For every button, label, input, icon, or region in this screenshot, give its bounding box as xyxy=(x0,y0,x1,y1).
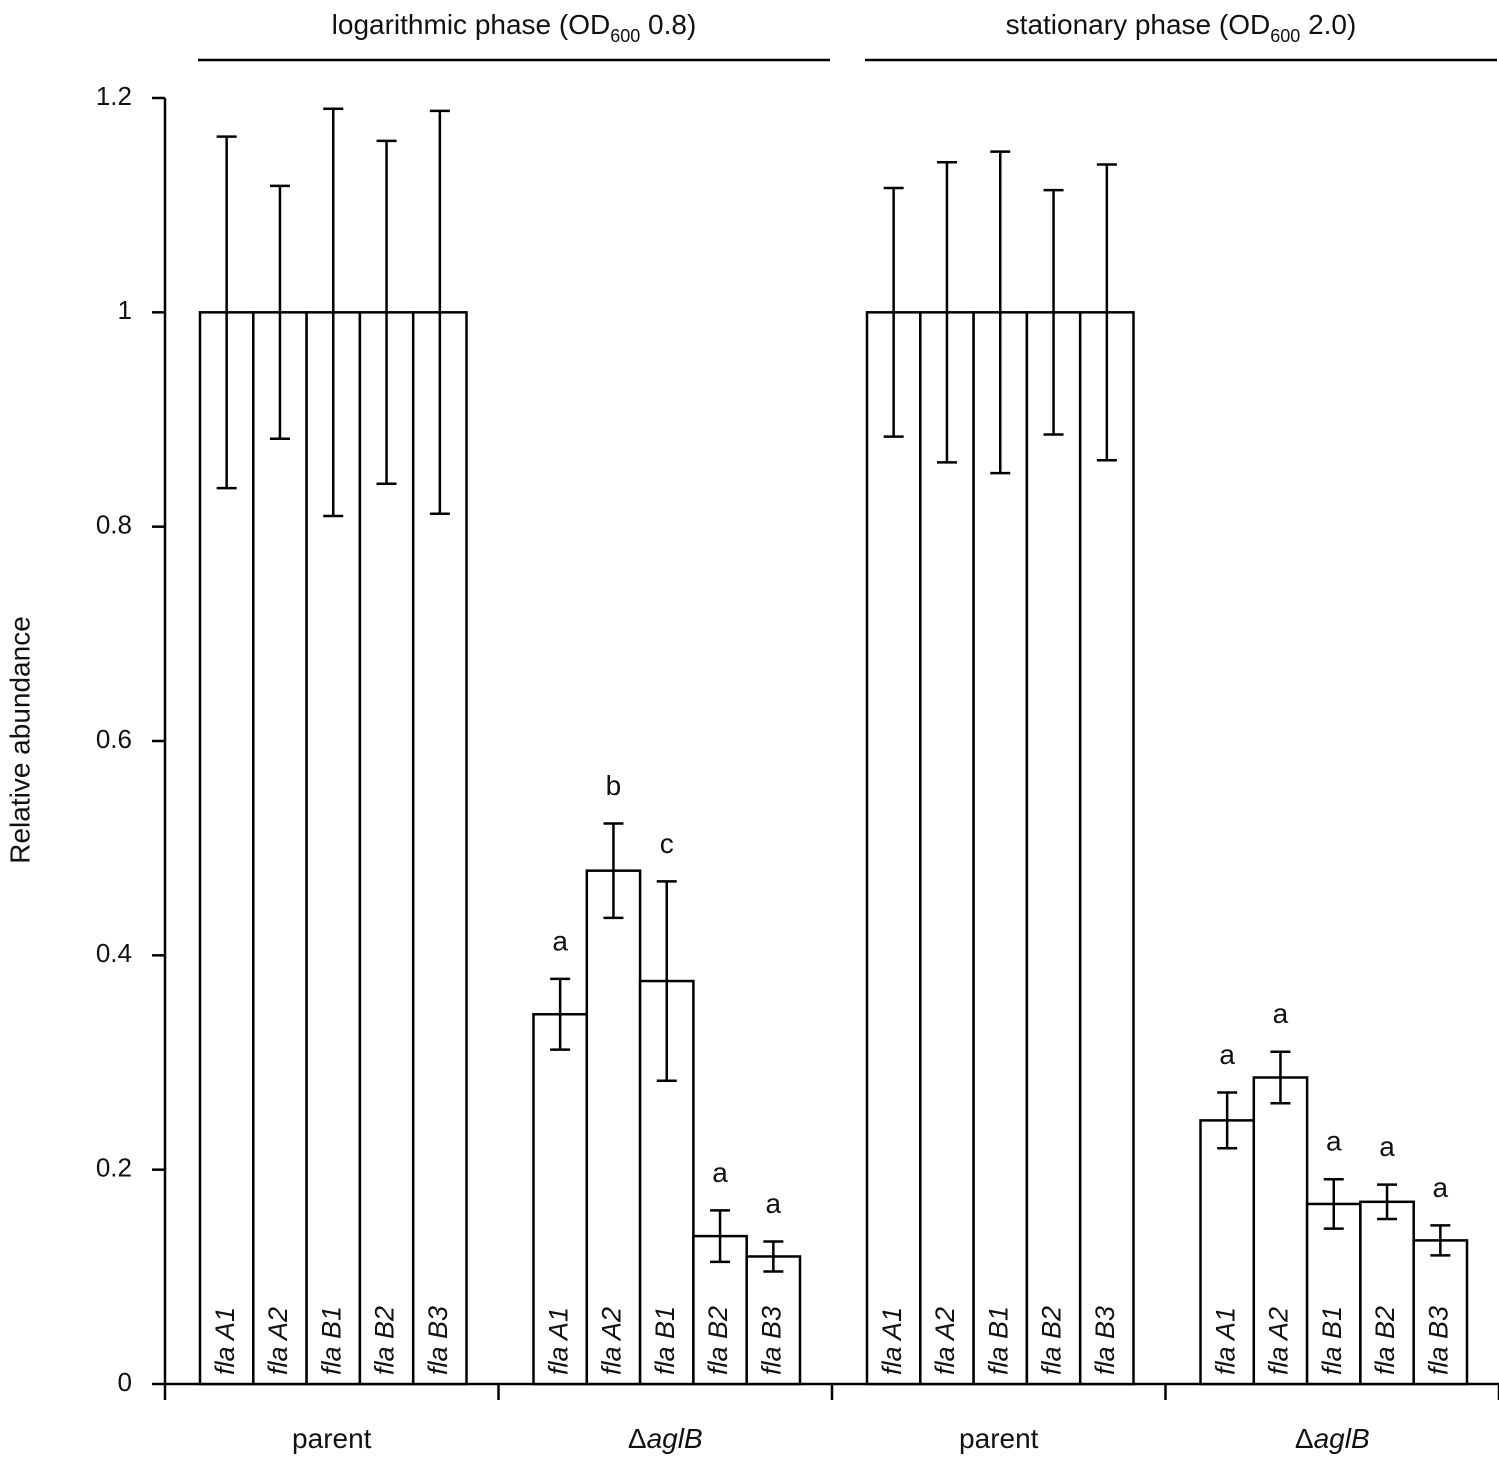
bar xyxy=(1078,311,1135,1386)
bar xyxy=(252,311,308,1386)
bar-label: fla B1 xyxy=(650,1306,680,1375)
phase-subscript: 600 xyxy=(1270,26,1300,46)
error-bar xyxy=(936,161,957,464)
significance-letter: a xyxy=(552,925,568,956)
y-tick-label: 0.4 xyxy=(96,938,132,968)
error-bar xyxy=(763,1240,784,1273)
group-name-italic: aglB xyxy=(647,1423,703,1454)
bar-label: fla B2 xyxy=(370,1306,400,1375)
error-bar xyxy=(1217,1091,1238,1150)
phase-title: stationary phase (OD600 2.0) xyxy=(1006,9,1357,46)
y-tick-label: 0.6 xyxy=(96,724,132,754)
error-bar xyxy=(883,186,904,438)
bar-label: fla A1 xyxy=(543,1307,573,1375)
bar-label: fla B3 xyxy=(423,1306,453,1375)
bar-label: fla B1 xyxy=(983,1306,1013,1375)
significance-letter: b xyxy=(606,770,622,801)
bar-label: fla B1 xyxy=(316,1306,346,1375)
bar xyxy=(1199,1119,1256,1386)
group-label: parent xyxy=(292,1423,372,1454)
phase-title: logarithmic phase (OD600 0.8) xyxy=(332,9,697,46)
bar xyxy=(865,311,922,1386)
bar xyxy=(1305,1202,1362,1386)
group-name: Δ xyxy=(1295,1423,1314,1454)
error-bar xyxy=(429,109,450,516)
significance-letter: a xyxy=(766,1188,782,1219)
significance-letter: a xyxy=(1219,1039,1235,1070)
bar-label: fla A2 xyxy=(1264,1307,1294,1375)
y-tick-label: 1 xyxy=(118,295,132,325)
error-bar xyxy=(323,107,344,518)
group-name: parent xyxy=(959,1423,1039,1454)
error-bar xyxy=(1043,188,1064,436)
group-name: Δ xyxy=(628,1423,647,1454)
error-bar xyxy=(1430,1224,1451,1257)
error-bar xyxy=(376,139,397,486)
bar-label: fla B1 xyxy=(1317,1306,1347,1375)
phase-suffix: 0.8) xyxy=(640,9,696,40)
y-tick-label: 0.2 xyxy=(96,1153,132,1183)
bar-label: fla B2 xyxy=(1037,1306,1067,1375)
significance-letter: a xyxy=(1326,1126,1342,1157)
error-bar xyxy=(1270,1050,1291,1105)
group-name-italic: aglB xyxy=(1314,1423,1370,1454)
significance-letter: a xyxy=(1433,1172,1449,1203)
significance-letter: a xyxy=(1273,998,1289,1029)
bar-label: fla B2 xyxy=(703,1306,733,1375)
group-label: parent xyxy=(959,1423,1039,1454)
bar xyxy=(198,311,255,1386)
bar-label: fla B2 xyxy=(1370,1306,1400,1375)
error-bar xyxy=(710,1209,731,1264)
phase-subscript: 600 xyxy=(610,26,640,46)
error-bar xyxy=(550,977,571,1051)
error-bar xyxy=(1096,163,1117,462)
phase-suffix: 2.0) xyxy=(1300,9,1356,40)
bar xyxy=(692,1234,748,1386)
group-label: ΔaglB xyxy=(1295,1423,1370,1454)
significance-letter: a xyxy=(712,1157,728,1188)
error-bar xyxy=(603,822,624,920)
bar-label: fla A1 xyxy=(877,1307,907,1375)
bar-label: fla A1 xyxy=(1210,1307,1240,1375)
error-bar xyxy=(216,135,237,490)
bar-label: fla B3 xyxy=(1090,1306,1120,1375)
significance-letter: c xyxy=(660,828,674,859)
bar xyxy=(745,1255,802,1386)
bar xyxy=(532,1013,589,1386)
bar-label: fla A2 xyxy=(597,1307,627,1375)
error-bar xyxy=(1377,1183,1398,1221)
y-tick-label: 1.2 xyxy=(96,81,132,111)
error-bar xyxy=(1323,1178,1344,1230)
phase-label: logarithmic phase (OD xyxy=(332,9,611,40)
bar-label: fla A2 xyxy=(930,1307,960,1375)
error-bar xyxy=(990,150,1011,475)
y-axis-label: Relative abundance xyxy=(4,616,35,864)
error-bar xyxy=(656,880,677,1082)
bar xyxy=(1412,1239,1469,1386)
bar-label: fla B3 xyxy=(756,1306,786,1375)
bar-label: fla A1 xyxy=(210,1307,240,1375)
significance-letter: a xyxy=(1379,1131,1395,1162)
y-tick-label: 0.8 xyxy=(96,510,132,540)
y-tick-label: 0 xyxy=(118,1367,132,1397)
error-bar xyxy=(269,184,290,441)
phase-label: stationary phase (OD xyxy=(1006,9,1271,40)
group-name: parent xyxy=(292,1423,372,1454)
bar-label: fla B3 xyxy=(1423,1306,1453,1375)
bar xyxy=(1025,311,1082,1386)
bar-label: fla A2 xyxy=(263,1307,293,1375)
bar xyxy=(919,311,975,1386)
group-label: ΔaglB xyxy=(628,1423,703,1454)
